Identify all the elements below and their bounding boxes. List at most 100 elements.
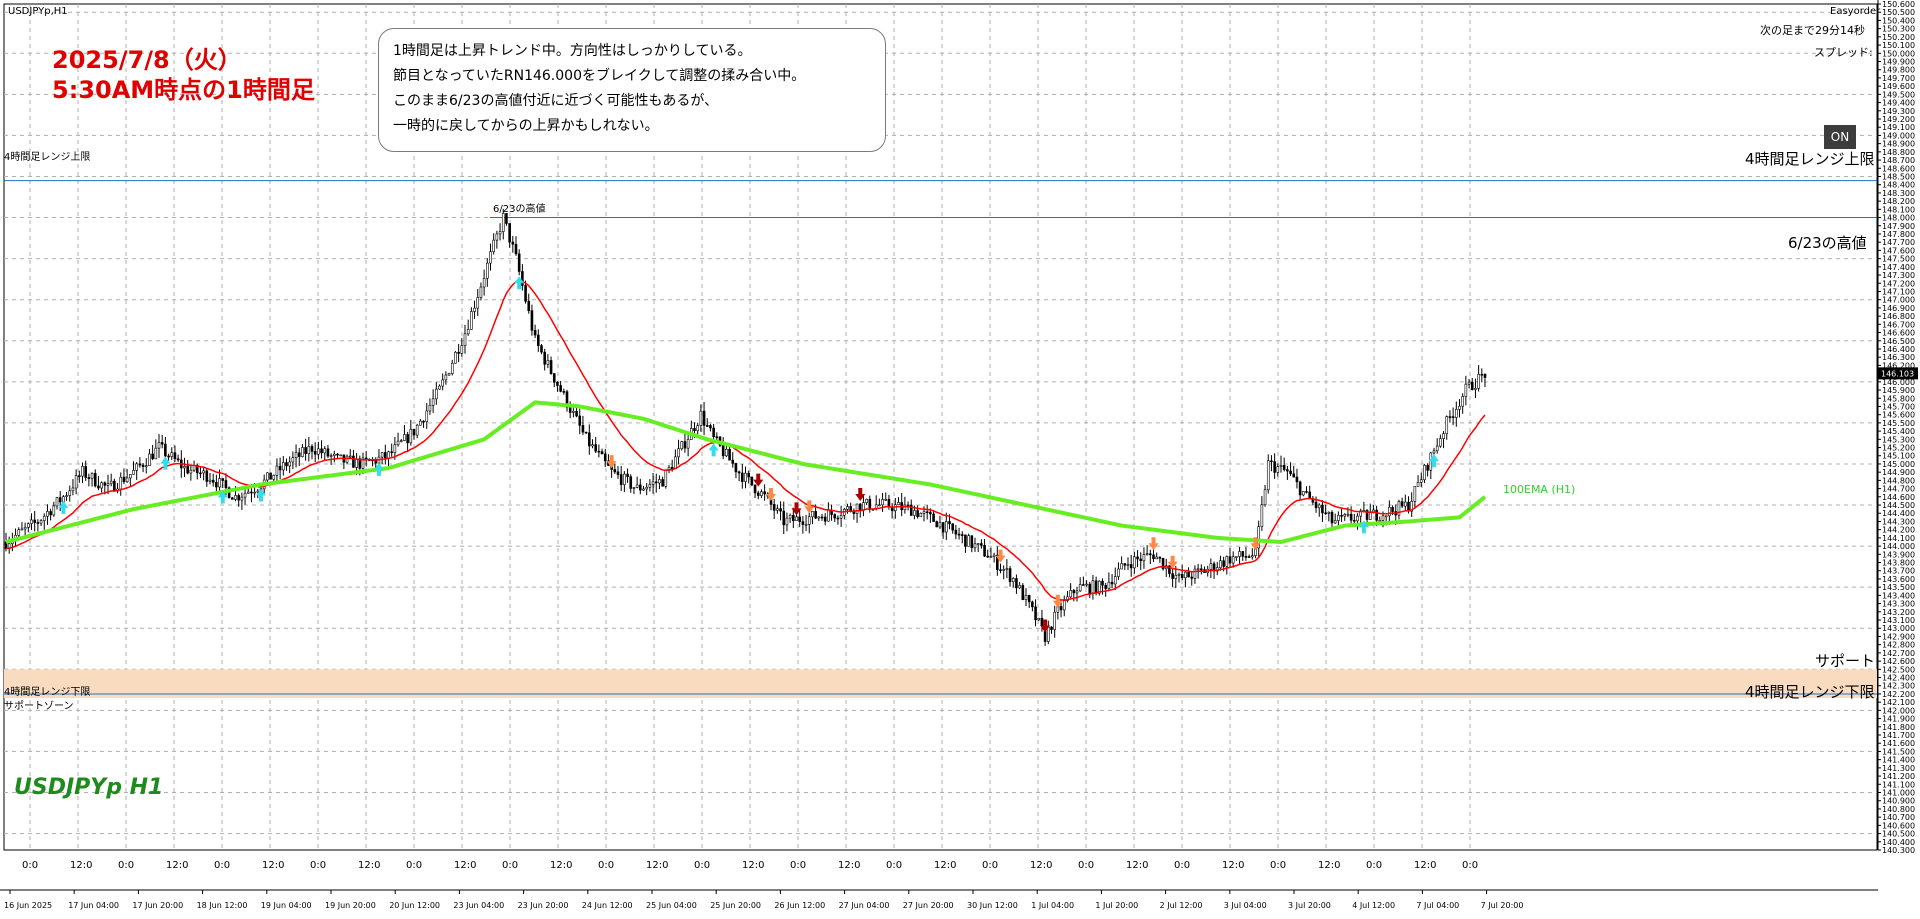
sell-signal-arrow (1167, 555, 1178, 569)
hour-marker: 0:0 (1270, 860, 1286, 871)
candle-body (750, 476, 754, 486)
sell-signal-arrow (1052, 594, 1063, 608)
candle-body (164, 443, 167, 457)
price-tick-label: 144.000 (1882, 542, 1915, 551)
candle-body (1091, 580, 1095, 594)
candle-body (138, 463, 142, 466)
candle-body (1384, 515, 1388, 518)
candle-body (208, 479, 212, 482)
price-tick-label: 146.400 (1882, 345, 1915, 354)
candle-body (447, 373, 451, 376)
candle-body (1410, 501, 1413, 512)
price-tick-label: 142.000 (1882, 706, 1915, 715)
candle-body (804, 523, 808, 526)
candle-body (658, 479, 661, 484)
candle-body (275, 465, 279, 476)
high-0623-label-top: 6/23の高値 (493, 204, 546, 215)
candle-body (42, 515, 46, 521)
time-axis-label: 23 Jun 04:00 (453, 901, 504, 910)
candle-body (113, 480, 116, 492)
candle-body (87, 477, 91, 479)
candle-body (925, 511, 929, 514)
candle-body (705, 425, 709, 427)
candle-body (594, 444, 597, 452)
candle-body (218, 478, 221, 488)
candle-body (1113, 576, 1117, 585)
candle-body (406, 434, 409, 444)
candle-body (1413, 486, 1417, 502)
candle-body (887, 498, 891, 508)
candle-body (1451, 416, 1455, 418)
candle-body (231, 497, 234, 500)
candle-body (645, 486, 648, 490)
candle-body (444, 374, 448, 381)
spread-text: スプレッド: (1814, 46, 1873, 59)
on-button[interactable]: ON (1824, 125, 1856, 149)
time-axis-label: 25 Jun 04:00 (646, 901, 697, 910)
candle-body (1024, 595, 1028, 600)
hour-marker: 12:0 (454, 860, 476, 871)
candle-body (1005, 568, 1009, 570)
candle-body (629, 476, 633, 489)
candle-body (1011, 578, 1015, 583)
candle-body (1308, 491, 1311, 499)
candle-body (562, 391, 566, 393)
candle-body (1040, 617, 1044, 626)
candle-body (670, 466, 674, 469)
candle-body (473, 307, 476, 312)
candle-body (1174, 574, 1178, 579)
candle-body (100, 482, 103, 489)
price-tick-label: 147.900 (1882, 222, 1915, 231)
candle-body (355, 458, 358, 468)
candle-body (49, 511, 52, 516)
price-tick-label: 142.500 (1882, 665, 1915, 674)
candle-body (68, 490, 72, 496)
candle-body (737, 471, 741, 474)
candle-body (215, 482, 218, 488)
price-tick-label: 148.600 (1882, 164, 1915, 173)
price-tick-label: 149.700 (1882, 74, 1915, 83)
candle-body (1133, 556, 1136, 569)
hour-marker: 12:0 (262, 860, 284, 871)
candle-body (58, 497, 62, 503)
price-tick-label: 141.600 (1882, 739, 1915, 748)
candle-body (1435, 445, 1439, 452)
candle-body (696, 425, 699, 431)
candle-body (1480, 373, 1484, 376)
price-tick-label: 140.600 (1882, 821, 1915, 830)
candle-body (103, 482, 107, 486)
sell-signal-arrow (995, 549, 1006, 563)
time-axis-label: 17 Jun 20:00 (132, 901, 183, 910)
candle-body (1279, 465, 1283, 467)
time-axis-label: 30 Jun 12:00 (967, 901, 1018, 910)
price-tick-label: 147.100 (1882, 287, 1915, 296)
candle-body (266, 472, 269, 481)
candle-body (294, 452, 298, 458)
price-tick-label: 146.200 (1882, 361, 1915, 370)
candle-body (422, 420, 425, 423)
hour-marker: 0:0 (1078, 860, 1094, 871)
candle-body (1298, 481, 1302, 496)
candle-body (1251, 555, 1254, 558)
candle-body (865, 498, 868, 503)
candle-body (428, 404, 432, 412)
price-tick-label: 149.500 (1882, 90, 1915, 99)
price-tick-label: 141.900 (1882, 715, 1915, 724)
price-tick-label: 145.100 (1882, 452, 1915, 461)
candle-body (693, 428, 696, 431)
time-axis-label: 4 Jul 12:00 (1352, 901, 1395, 910)
candle-body (310, 446, 314, 452)
hour-marker: 12:0 (70, 860, 92, 871)
candle-body (352, 455, 355, 468)
candle-body (199, 472, 202, 475)
candle-body (964, 534, 967, 547)
candle-body (1222, 560, 1225, 567)
price-tick-label: 141.300 (1882, 764, 1915, 773)
price-tick-label: 149.000 (1882, 131, 1915, 140)
candle-body (336, 453, 339, 456)
price-axis (1878, 0, 1920, 919)
candle-body (234, 495, 237, 500)
candle-body (167, 455, 170, 458)
hour-marker: 0:0 (1462, 860, 1478, 871)
